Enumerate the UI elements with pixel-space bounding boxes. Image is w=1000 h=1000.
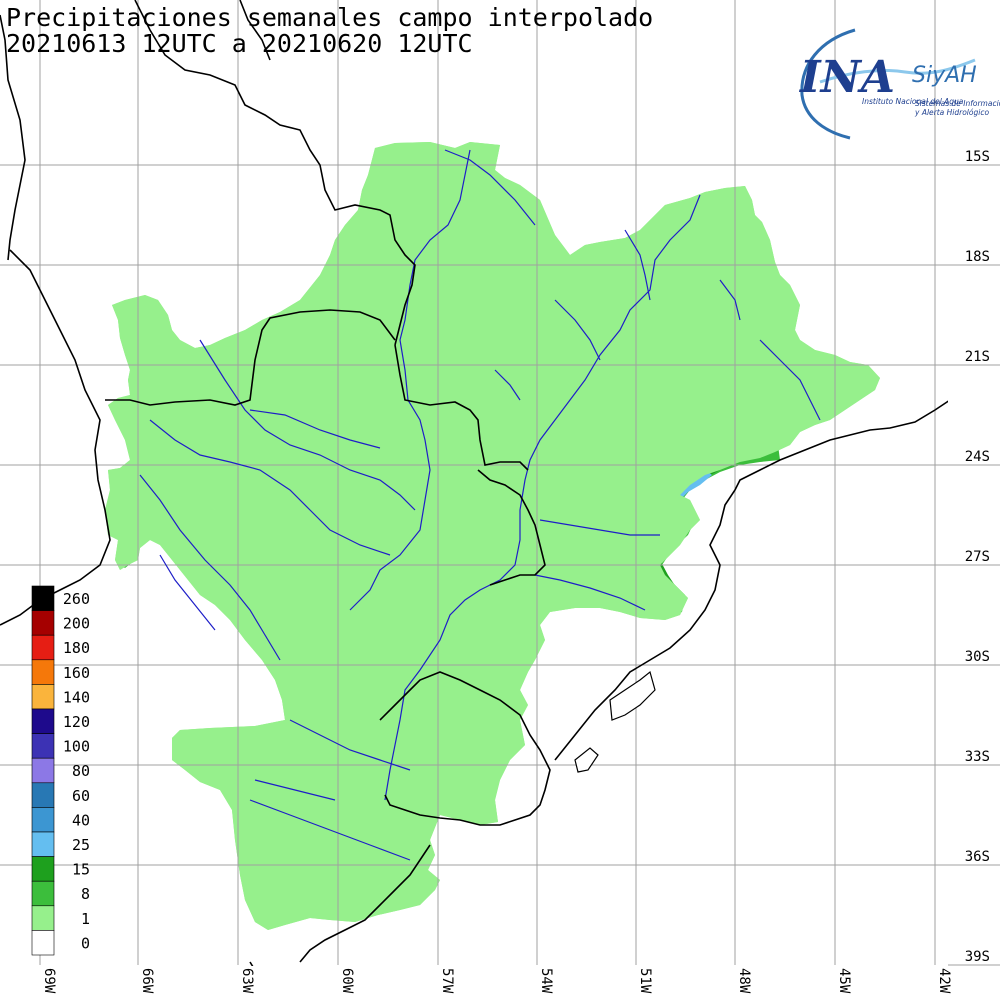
latitude-labels: 15S 18S 21S 24S 27S 30S 33S 36S 39S (948, 149, 1000, 966)
lat-label-18s: 18S (965, 249, 990, 265)
lat-label-39s: 39S (965, 949, 990, 965)
legend-swatch-8 (31, 880, 55, 907)
legend-swatch-200 (31, 610, 55, 636)
ina-siyah-logo: INA SiyAH Instituto Nacional del Agua Si… (798, 28, 1000, 140)
lat-label-15s: 15S (965, 149, 990, 165)
legend-swatch-25 (31, 831, 55, 857)
lon-label-69w: 69W (41, 968, 57, 994)
lon-label-42w: 42W (936, 968, 952, 994)
lon-label-strip (0, 966, 1000, 1000)
longitude-labels: 69W 66W 63W 60W 57W 54W 51W 48W 45W 42W (41, 968, 952, 994)
color-legend: 260 200 180 160 140 120 100 80 60 40 25 15 8 1 0 (31, 585, 90, 956)
legend-label-140: 140 (63, 688, 90, 706)
legend-swatch-15 (31, 856, 55, 882)
legend-label-180: 180 (63, 639, 90, 657)
lon-label-54w: 54W (538, 968, 554, 994)
lat-label-30s: 30S (965, 649, 990, 665)
lat-label-strip (948, 148, 1000, 973)
legend-label-200: 200 (63, 615, 90, 633)
legend-label-15: 15 (72, 861, 90, 879)
legend-label-0: 0 (81, 934, 90, 952)
legend-label-260: 260 (63, 590, 90, 608)
legend-swatch-40 (31, 807, 55, 833)
logo-ina: INA (798, 52, 895, 103)
legend-swatch-80 (31, 757, 55, 784)
legend-swatch-1 (31, 905, 55, 931)
lon-label-45w: 45W (836, 968, 852, 994)
map-title-line2: 20210613 12UTC a 20210620 12UTC (6, 29, 473, 58)
legend-swatch-140 (31, 684, 55, 710)
lon-label-48w: 48W (736, 968, 752, 994)
lon-label-51w: 51W (637, 968, 653, 994)
lat-label-27s: 27S (965, 549, 990, 565)
logo-subtitle-right-2: y Alerta Hidrológico (914, 108, 989, 117)
legend-label-40: 40 (72, 811, 90, 829)
lat-label-21s: 21S (965, 349, 990, 365)
legend-swatch-260 (31, 585, 55, 611)
logo-subtitle-left: Instituto Nacional del Agua (862, 97, 964, 106)
legend-swatch-0 (31, 930, 55, 956)
lon-label-57w: 57W (439, 968, 455, 994)
lon-label-60w: 60W (339, 968, 355, 994)
logo-siyah: SiyAH (912, 63, 977, 88)
legend-label-8: 8 (81, 885, 90, 903)
legend-label-1: 1 (81, 910, 90, 928)
lon-label-66w: 66W (139, 968, 155, 994)
legend-swatch-180 (31, 634, 55, 661)
legend-swatch-120 (31, 708, 55, 734)
lon-label-63w: 63W (239, 968, 255, 994)
logo-swoosh-icon (800, 28, 856, 140)
lat-label-36s: 36S (965, 849, 990, 865)
legend-label-80: 80 (72, 762, 90, 780)
legend-swatch-60 (31, 782, 55, 808)
logo-subtitle-right-1: Sistemas de Información (915, 99, 1000, 108)
legend-label-25: 25 (72, 836, 90, 854)
legend-label-120: 120 (63, 713, 90, 731)
legend-swatch-100 (31, 733, 55, 759)
rivers (139, 149, 821, 861)
map-title-line1: Precipitaciones semanales campo interpol… (6, 3, 653, 32)
legend-swatch-160 (31, 659, 55, 685)
legend-label-100: 100 (63, 738, 90, 756)
graticule (0, 0, 995, 965)
legend-label-60: 60 (72, 787, 90, 805)
legend-label-160: 160 (63, 664, 90, 682)
coastal-lagoons (574, 670, 656, 773)
lat-label-33s: 33S (965, 749, 990, 765)
lat-label-24s: 24S (965, 449, 990, 465)
